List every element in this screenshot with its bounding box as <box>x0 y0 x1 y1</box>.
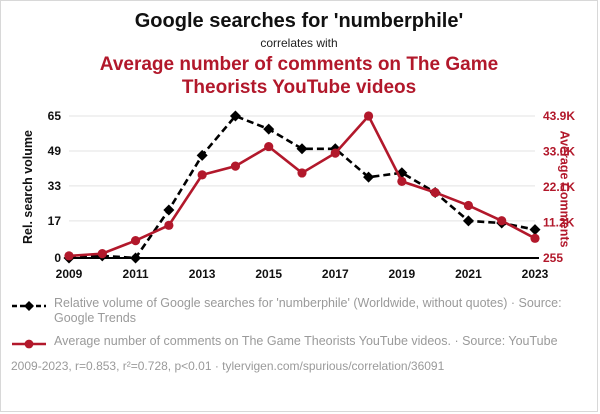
svg-text:33: 33 <box>48 179 62 193</box>
svg-text:22.1K: 22.1K <box>543 180 575 194</box>
svg-text:2017: 2017 <box>322 267 349 281</box>
chart-svg: 0 17 33 49 65 255 11.2K 22.1K 33.0K 43.9K 2009 2011… <box>48 109 576 281</box>
chart-header: Google searches for 'numberphile' correl… <box>1 1 597 100</box>
svg-text:2019: 2019 <box>389 267 416 281</box>
legend-item-search-volume: Relative volume of Google searches for '… <box>11 296 587 327</box>
secondary-title: Average number of comments on The Game T… <box>99 54 499 98</box>
svg-text:2013: 2013 <box>189 267 216 281</box>
chart-area: Rel. search volume Average Comments 0 17 3… <box>1 102 597 292</box>
svg-text:65: 65 <box>48 109 62 123</box>
correlates-with-label: correlates with <box>260 36 338 50</box>
svg-text:255: 255 <box>543 251 563 265</box>
svg-text:2009: 2009 <box>56 267 83 281</box>
legend-item-comments: Average number of comments on The Game T… <box>11 334 587 350</box>
search-series-legend-icon <box>12 300 46 311</box>
svg-text:11.2K: 11.2K <box>543 215 575 229</box>
svg-text:2023: 2023 <box>522 267 549 281</box>
svg-text:17: 17 <box>48 213 62 227</box>
legend: Relative volume of Google searches for '… <box>1 292 597 350</box>
svg-text:49: 49 <box>48 144 62 158</box>
svg-text:33.0K: 33.0K <box>543 144 575 158</box>
page-title: Google searches for 'numberphile' <box>134 10 464 32</box>
svg-text:0: 0 <box>54 251 61 265</box>
svg-text:43.9K: 43.9K <box>543 109 575 123</box>
svg-text:2021: 2021 <box>455 267 482 281</box>
svg-text:2011: 2011 <box>123 267 149 281</box>
footer-stats-and-url: 2009-2023, r=0.853, r²=0.728, p<0.01 · t… <box>11 358 445 373</box>
legend-text-search-volume: Relative volume of Google searches for '… <box>54 295 562 326</box>
legend-text-comments: Average number of comments on The Game T… <box>54 333 558 348</box>
svg-text:2015: 2015 <box>255 267 282 281</box>
comments-series-legend-icon <box>12 339 46 349</box>
